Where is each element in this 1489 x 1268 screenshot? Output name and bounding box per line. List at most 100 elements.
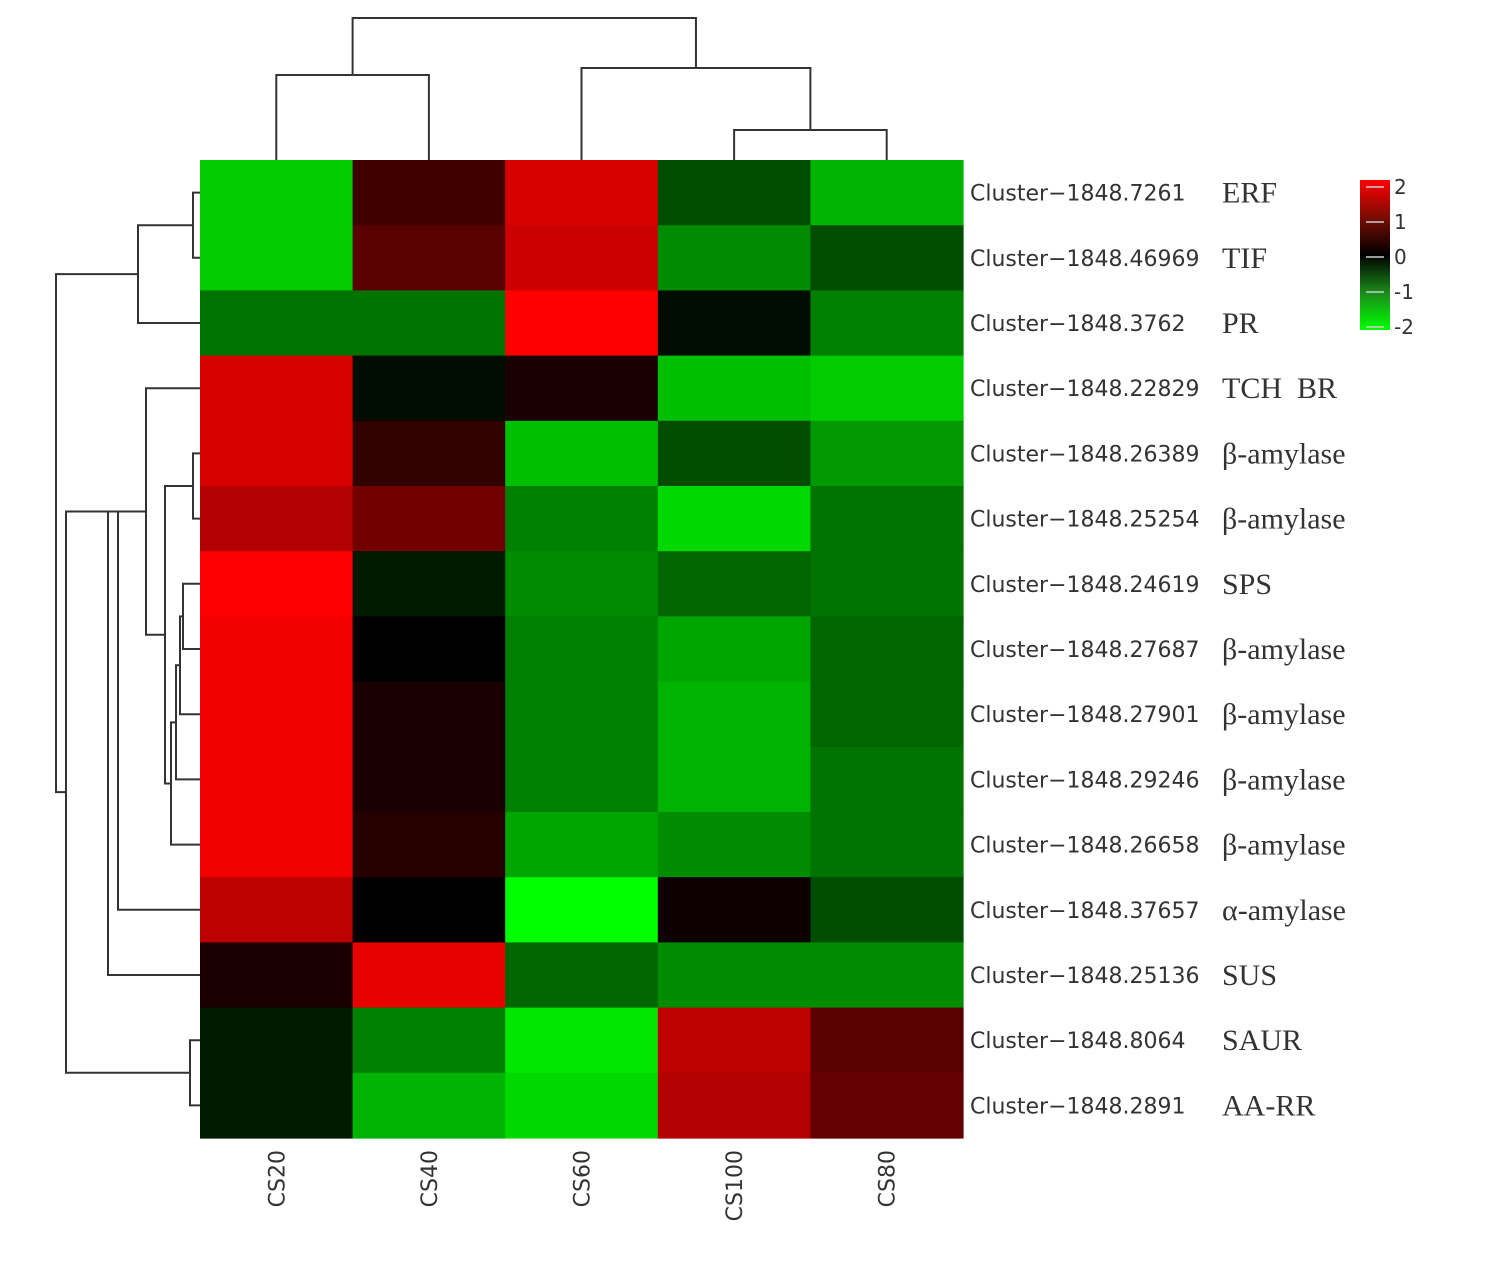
heatmap-cell [352,746,506,813]
gene-label: β-amylase [1222,633,1346,666]
heatmap-cell [657,681,811,748]
heatmap-cell [352,877,506,943]
column-label: CS80 [876,1150,901,1207]
heatmap-cell [657,746,811,813]
heatmap-cell [505,486,659,552]
gene-label: PR [1222,307,1259,340]
heatmap-cell [505,355,659,422]
row-label: Cluster−1848.24619 [970,573,1200,598]
heatmap-cell [657,160,811,226]
heatmap-cell [657,812,811,878]
row-label: Cluster−1848.27901 [970,703,1200,728]
row-label: Cluster−1848.27687 [970,638,1200,663]
heatmap-cell [352,355,506,422]
heatmap-cell [505,942,659,1009]
heatmap-cell [352,225,506,291]
row-dendrogram-link [137,224,200,324]
column-label: CS20 [265,1150,290,1207]
heatmap-cell [352,160,506,226]
heatmap-cell [657,551,811,617]
column-dendrogram [275,17,888,160]
row-dendrogram-link [55,273,138,794]
row-dendrogram-link [192,452,200,520]
heatmap-cell [200,942,354,1009]
heatmap-cell [200,225,354,291]
heatmap-cell [810,1072,964,1139]
heatmap-cell [505,1072,659,1139]
heatmap-cell [352,486,506,552]
column-label: CS100 [723,1150,748,1221]
heatmap-cell [657,420,811,487]
heatmap-cell [810,877,964,943]
column-dendrogram-link [733,129,888,160]
heatmap-cell [505,160,659,226]
heatmap-cell [657,1007,811,1074]
heatmap-cell [200,681,354,748]
row-label: Cluster−1848.46969 [970,247,1200,272]
column-dendrogram-link [275,74,430,160]
heatmap-cell [200,616,354,683]
heatmap-cells [200,160,964,1139]
heatmap-cell [505,420,659,487]
row-label: Cluster−1848.37657 [970,899,1200,924]
heatmap-cell [200,160,354,226]
heatmap-cell [657,355,811,422]
heatmap-cell [200,290,354,357]
gene-label: α-amylase [1222,894,1346,927]
column-dendrogram-link [351,17,697,75]
heatmap-cell [505,225,659,291]
column-labels: CS20 CS40 CS60 CS100 CS80 [265,1150,900,1221]
heatmap-cell [352,942,506,1009]
heatmap-cell [352,290,506,357]
row-label: Cluster−1848.26389 [970,442,1200,467]
heatmap-cell [810,942,964,1009]
heatmap-cell [810,420,964,487]
gene-labels: ERF TIF PR TCH BR β-amylase β-amylase SPS β-amy… [1222,177,1346,1123]
heatmap-cell [505,812,659,878]
gene-label: AA-RR [1222,1089,1315,1122]
heatmap-cell [657,225,811,291]
heatmap-cell [505,1007,659,1074]
gene-label: SPS [1222,568,1272,601]
heatmap-cell [657,1072,811,1139]
legend-tick-label: 2 [1394,175,1407,199]
heatmap-cell [810,616,964,683]
row-label: Cluster−1848.22829 [970,377,1200,402]
heatmap-cell [505,681,659,748]
column-label: CS60 [571,1150,596,1207]
heatmap-cell [200,1072,354,1139]
heatmap-cell [810,355,964,422]
row-label: Cluster−1848.29246 [970,768,1200,793]
heatmap-cell [810,1007,964,1074]
heatmap-cell [810,551,964,617]
gene-label: β-amylase [1222,437,1346,470]
legend-color-bar [1360,180,1390,330]
row-dendrogram-link [117,510,200,911]
heatmap-cell [352,681,506,748]
heatmap-cell [200,877,354,943]
heatmap-cell [200,812,354,878]
row-label: Cluster−1848.25136 [970,964,1200,989]
legend-tick-label: -2 [1394,315,1414,339]
row-label: Cluster−1848.3762 [970,312,1186,337]
legend-tick-label: 0 [1394,245,1407,269]
heatmap-cell [505,551,659,617]
gene-label: SAUR [1222,1024,1302,1057]
heatmap-cell [352,1072,506,1139]
row-dendrogram-link [182,582,200,650]
gene-label: β-amylase [1222,763,1346,796]
heatmap-cell [505,290,659,357]
heatmap-cell [505,616,659,683]
row-label: Cluster−1848.26658 [970,834,1200,859]
heatmap-cell [200,355,354,422]
heatmap-cell [657,486,811,552]
heatmap-cell [810,812,964,878]
row-dendrogram-link [107,510,200,976]
heatmap-cell [505,746,659,813]
heatmap-cell [810,746,964,813]
heatmap-cell [810,681,964,748]
heatmap-cell [200,486,354,552]
heatmap-cell [200,1007,354,1074]
gene-label: TCH BR [1222,372,1337,405]
heatmap-cell [810,290,964,357]
